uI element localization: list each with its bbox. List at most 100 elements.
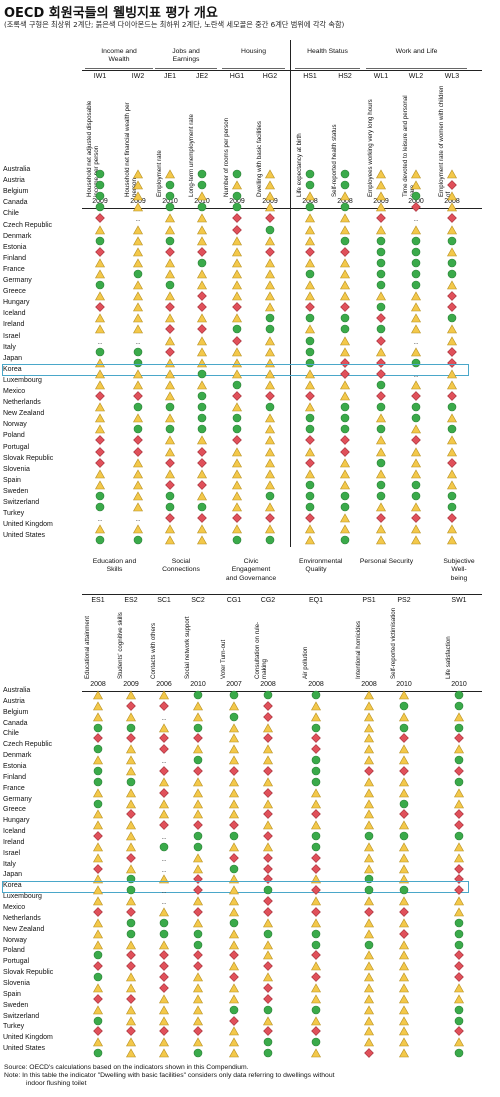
middle-rank-triangle-icon <box>375 344 387 356</box>
top-rank-circle-icon <box>376 321 386 334</box>
middle-rank-triangle-icon <box>398 1013 410 1025</box>
top-rank-circle-icon <box>193 687 203 700</box>
bottom-rank-diamond-icon <box>364 763 374 776</box>
middle-rank-triangle-icon <box>132 288 144 301</box>
country-name: Switzerland <box>3 1012 40 1020</box>
top-rank-circle-icon <box>133 399 143 412</box>
top-rank-circle-icon <box>340 321 350 334</box>
top-rank-circle-icon <box>376 399 386 412</box>
middle-rank-triangle-icon <box>196 233 208 245</box>
middle-rank-triangle-icon <box>158 904 170 917</box>
country-name: Hungary <box>3 817 30 825</box>
indicator-name: Self-reported victimisation <box>390 607 397 679</box>
middle-rank-triangle-icon <box>446 244 458 256</box>
middle-rank-triangle-icon <box>410 377 422 390</box>
top-rank-circle-icon <box>305 310 315 323</box>
middle-rank-triangle-icon <box>446 199 458 212</box>
middle-rank-triangle-icon <box>192 861 204 873</box>
bottom-rank-diamond-icon <box>447 288 457 301</box>
top-rank-circle-icon <box>165 277 175 290</box>
top-rank-circle-icon <box>447 266 457 279</box>
top-rank-circle-icon <box>311 763 321 776</box>
middle-rank-triangle-icon <box>446 521 458 534</box>
middle-rank-triangle-icon <box>262 720 274 732</box>
svg-text:..: .. <box>162 756 166 765</box>
bottom-rank-diamond-icon <box>263 861 273 874</box>
bottom-rank-diamond-icon <box>159 980 169 993</box>
middle-rank-triangle-icon <box>398 1045 410 1058</box>
bottom-rank-diamond-icon <box>229 817 239 831</box>
top-rank-circle-icon <box>93 796 103 808</box>
bottom-rank-diamond-icon <box>193 730 203 744</box>
top-rank-circle-icon <box>265 321 275 334</box>
middle-rank-triangle-icon <box>363 1023 375 1036</box>
top-rank-circle-icon <box>340 166 350 179</box>
middle-rank-triangle-icon <box>262 969 274 982</box>
middle-rank-triangle-icon <box>375 521 387 534</box>
top-rank-circle-icon <box>399 828 409 841</box>
middle-rank-triangle-icon <box>304 466 316 478</box>
top-rank-circle-icon <box>197 399 207 412</box>
middle-rank-triangle-icon <box>310 893 322 906</box>
bottom-rank-diamond-icon <box>232 333 242 346</box>
middle-rank-triangle-icon <box>164 333 176 345</box>
top-rank-circle-icon <box>305 199 315 212</box>
top-rank-circle-icon <box>93 774 103 787</box>
indicator-code: SW1 <box>451 597 467 604</box>
middle-rank-triangle-icon <box>231 521 243 534</box>
no-data-mark: .. <box>411 366 421 379</box>
bottom-rank-diamond-icon <box>454 958 464 972</box>
top-rank-circle-icon <box>265 222 275 234</box>
country-name: Mexico <box>3 904 26 911</box>
middle-rank-triangle-icon <box>304 233 316 245</box>
middle-rank-triangle-icon <box>446 188 458 201</box>
middle-rank-triangle-icon <box>192 991 204 1004</box>
middle-rank-triangle-icon <box>410 321 422 334</box>
top-rank-circle-icon <box>229 915 239 928</box>
top-rank-circle-icon <box>133 532 143 545</box>
middle-rank-triangle-icon <box>375 532 387 545</box>
bottom-rank-diamond-icon <box>411 388 421 401</box>
middle-rank-triangle-icon <box>92 1034 104 1047</box>
top-rank-circle-icon <box>454 915 464 928</box>
country-name: Israel <box>3 849 21 857</box>
middle-rank-triangle-icon <box>228 730 240 743</box>
middle-rank-triangle-icon <box>228 926 240 938</box>
middle-rank-triangle-icon <box>264 499 276 512</box>
indicator-year: 2010 <box>451 681 467 688</box>
bottom-rank-diamond-icon <box>165 299 175 313</box>
middle-rank-triangle-icon <box>94 421 106 434</box>
svg-text:..: .. <box>414 337 418 346</box>
middle-rank-triangle-icon <box>228 980 240 993</box>
middle-rank-triangle-icon <box>228 806 240 819</box>
middle-rank-triangle-icon <box>363 687 375 700</box>
top-rank-circle-icon <box>447 399 457 412</box>
middle-rank-triangle-icon <box>375 410 387 423</box>
bottom-rank-diamond-icon <box>126 991 136 1004</box>
bottom-rank-diamond-icon <box>232 222 242 235</box>
no-data-mark: .. <box>411 210 421 223</box>
bottom-rank-diamond-icon <box>93 958 103 972</box>
middle-rank-triangle-icon <box>304 366 316 379</box>
middle-rank-triangle-icon <box>92 709 104 721</box>
middle-rank-triangle-icon <box>262 839 274 852</box>
middle-rank-triangle-icon <box>363 698 375 711</box>
middle-rank-triangle-icon <box>398 1034 410 1047</box>
top-rank-circle-icon <box>376 488 386 501</box>
indicator-code: EQ1 <box>308 597 323 604</box>
bottom-rank-diamond-icon <box>263 991 273 1004</box>
middle-rank-triangle-icon <box>339 466 351 478</box>
middle-rank-triangle-icon <box>453 741 465 754</box>
middle-rank-triangle-icon <box>264 333 276 345</box>
top-rank-circle-icon <box>165 188 175 201</box>
middle-rank-triangle-icon <box>132 277 144 290</box>
country-name: United Kingdom <box>3 1034 53 1042</box>
indicator-code: HS1 <box>303 73 317 80</box>
bottom-rank-diamond-icon <box>454 1023 464 1037</box>
country-name: Portugal <box>3 443 30 451</box>
top-rank-circle-icon <box>263 1034 273 1047</box>
bottom-rank-diamond-icon <box>165 321 175 335</box>
bottom-rank-diamond-icon <box>232 299 242 313</box>
middle-rank-triangle-icon <box>92 687 104 700</box>
bottom-rank-diamond-icon <box>305 455 315 468</box>
